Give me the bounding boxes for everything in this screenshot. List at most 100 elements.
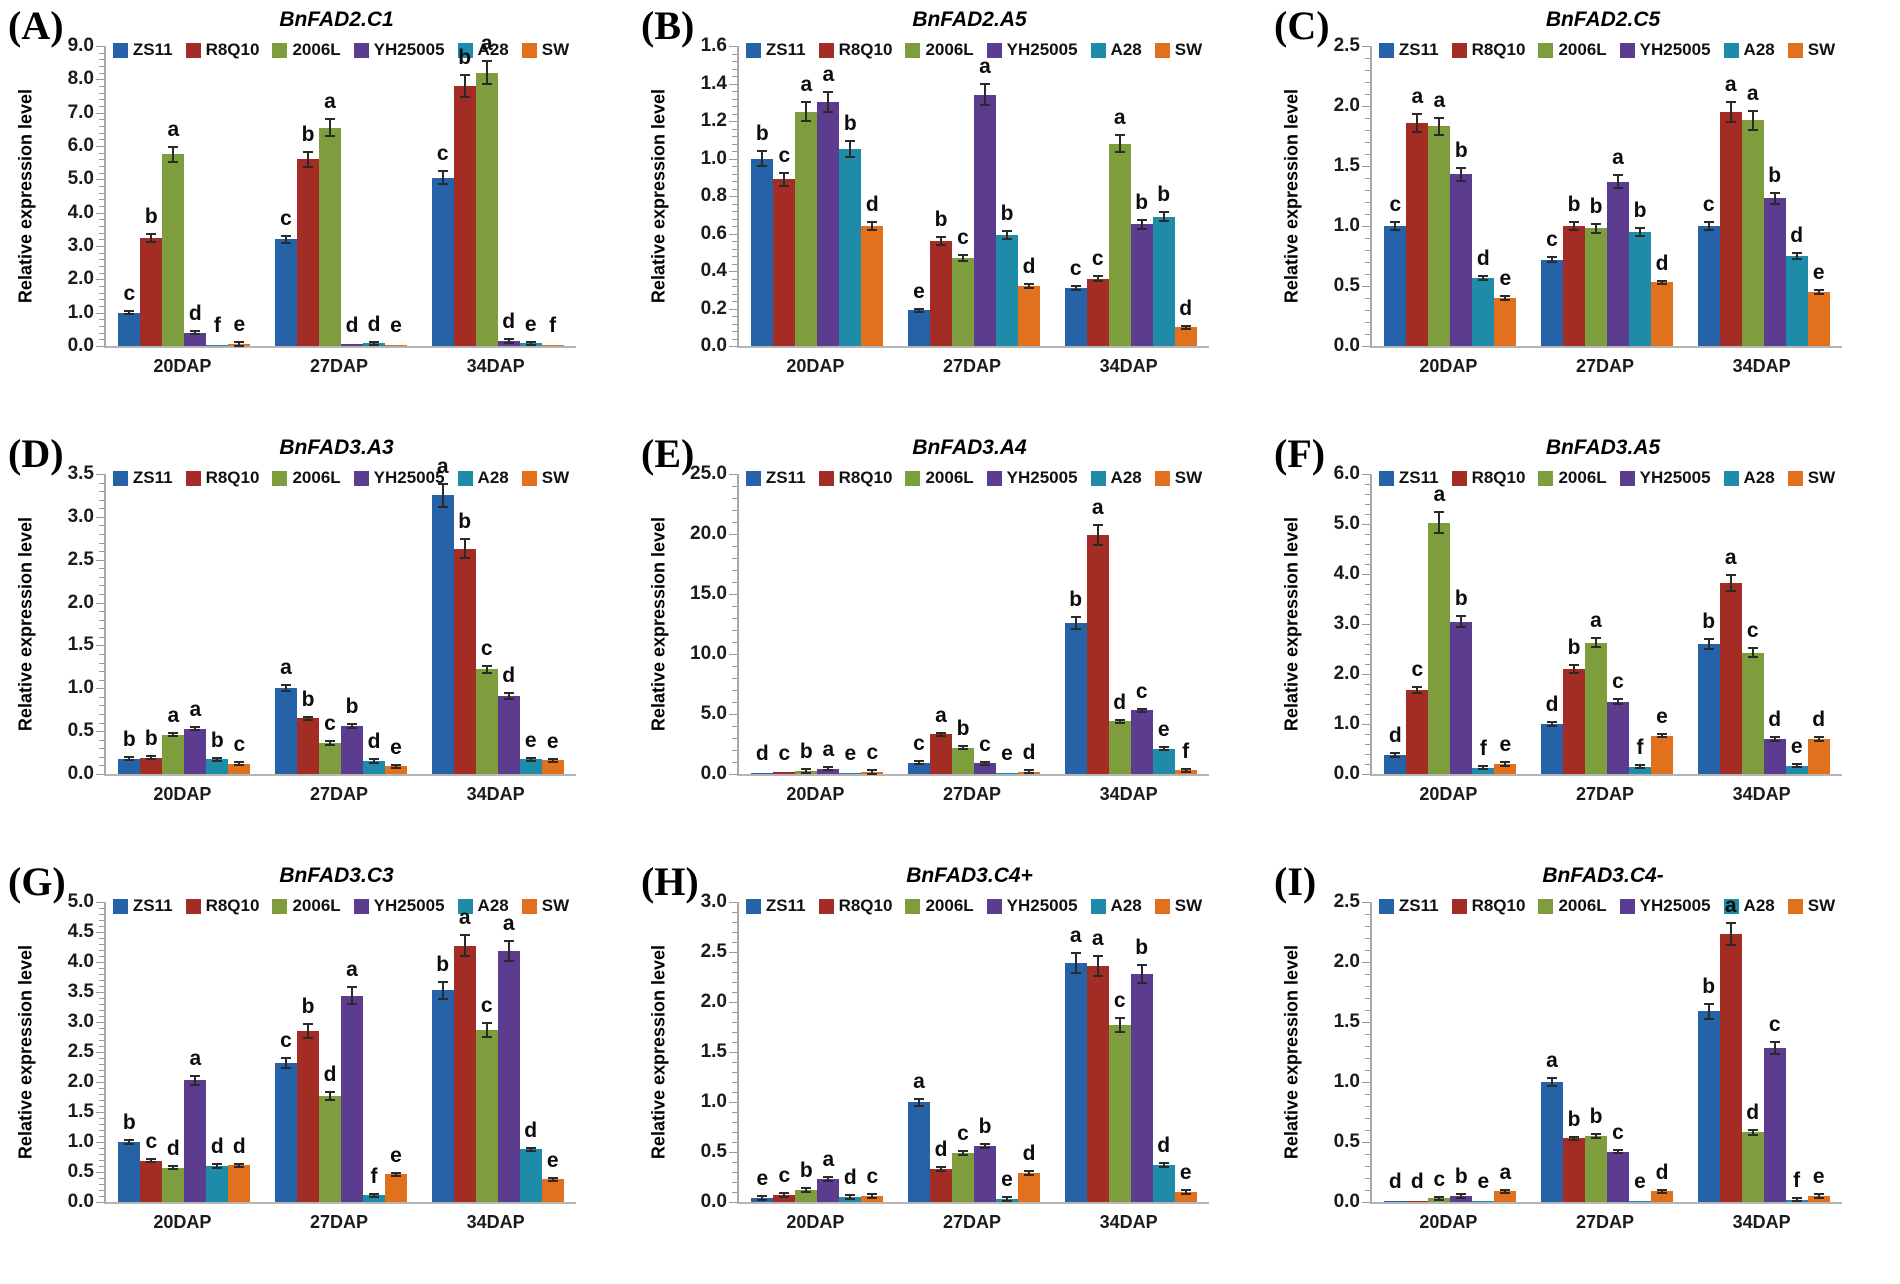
y-tick-label: 5.0 xyxy=(1333,513,1360,534)
chart-title: BnFAD2.A5 xyxy=(912,8,1027,31)
y-minor-tick xyxy=(1365,926,1370,927)
y-minor-tick xyxy=(732,932,737,933)
error-bar xyxy=(1703,638,1714,650)
y-minor-tick xyxy=(99,59,104,61)
error-bar-cap-top xyxy=(801,768,812,771)
bar-YH25005-34DAP xyxy=(1130,710,1153,774)
bar-2006L-20DAP xyxy=(1428,126,1451,346)
y-major-tick xyxy=(96,79,104,81)
error-bar-cap-top xyxy=(1657,732,1667,735)
error-bar-cap-top xyxy=(1613,174,1623,177)
x-category-label: 27DAP xyxy=(942,1212,1001,1232)
chart-title: BnFAD3.A5 xyxy=(1545,436,1661,459)
y-minor-tick xyxy=(99,1034,104,1035)
error-bar-cap-top xyxy=(525,756,536,759)
error-bar-cap-top xyxy=(234,1162,245,1165)
bar-A28-27DAP xyxy=(1629,232,1651,346)
y-minor-tick xyxy=(1365,1046,1370,1047)
error-bar-line xyxy=(507,338,510,344)
error-bar-cap-bottom xyxy=(369,1196,379,1199)
legend-item-SW: SW xyxy=(1787,468,1835,488)
error-bar-cap-top xyxy=(1500,761,1511,764)
chart-title: BnFAD3.C3 xyxy=(279,864,394,887)
bar-YH25005-34DAP xyxy=(1763,739,1786,774)
bar-A28-27DAP xyxy=(363,761,385,774)
error-bar-cap-top xyxy=(1791,251,1802,254)
bar-ZS11-20DAP xyxy=(118,1142,141,1202)
y-minor-tick xyxy=(732,738,737,739)
legend: ZS11 R8Q10 2006L YH25005 A28 SW xyxy=(739,468,1209,488)
bar-2006L-34DAP xyxy=(475,1029,498,1202)
bar-ZS11-34DAP xyxy=(1064,287,1087,346)
error-bar-cap-top xyxy=(936,236,946,239)
legend-label: SW xyxy=(1807,896,1836,915)
sig-letter: d xyxy=(1022,740,1036,764)
x-category-label: 34DAP xyxy=(466,1212,525,1232)
error-bar-cap-top xyxy=(914,307,924,310)
error-bar-line xyxy=(1661,279,1663,286)
bar-YH25005-27DAP xyxy=(1607,701,1629,774)
bar-ZS11-27DAP xyxy=(275,239,297,346)
error-bar-line xyxy=(940,236,942,246)
sig-letter: b xyxy=(436,952,450,976)
error-bar-cap-top xyxy=(1180,767,1191,770)
error-bar-line xyxy=(238,341,241,347)
y-minor-tick xyxy=(1365,938,1370,939)
error-bar-line xyxy=(1006,1196,1008,1202)
legend-swatch-A28 xyxy=(1723,898,1739,914)
legend-label: R8Q10 xyxy=(205,40,260,59)
error-bar-line xyxy=(150,755,153,761)
error-bar-cap-bottom xyxy=(1657,736,1667,739)
legend-item-2006L: 2006L xyxy=(272,40,341,60)
y-axis-label: Relative expression level xyxy=(648,516,669,732)
error-bar-cap-top xyxy=(325,1091,335,1094)
chart-area: Relative expression level 0.0 1.0 2.0 3.0 4.0… xyxy=(12,32,624,418)
error-bar-line xyxy=(827,1176,830,1182)
y-minor-tick xyxy=(99,1088,104,1089)
y-major-tick xyxy=(729,714,737,715)
legend-item-SW: SW xyxy=(1787,896,1836,916)
error-bar-cap-top xyxy=(1769,191,1780,194)
error-bar-cap-bottom xyxy=(1769,1053,1780,1056)
y-minor-tick xyxy=(99,139,104,141)
error-bar-cap-top xyxy=(1070,285,1081,288)
error-bar-cap-bottom xyxy=(1180,771,1191,774)
panel-A: (A) BnFAD2.C1 Relative expression level 0.0… xyxy=(0,0,633,428)
error-bar xyxy=(845,140,856,158)
error-bar-line xyxy=(1795,762,1798,769)
error-bar-cap-bottom xyxy=(958,259,968,262)
y-minor-tick xyxy=(99,542,104,544)
y-minor-tick xyxy=(99,944,104,945)
legend-swatch-2006L xyxy=(272,42,288,58)
y-minor-tick xyxy=(732,510,737,511)
bar-ZS11-34DAP xyxy=(1064,622,1087,774)
y-major-tick xyxy=(729,654,737,655)
sig-letter: a xyxy=(979,55,991,79)
error-bar-cap-bottom xyxy=(1613,1152,1623,1155)
sig-letter: b xyxy=(1702,610,1716,634)
y-minor-tick xyxy=(732,618,737,619)
legend-label: R8Q10 xyxy=(205,468,260,487)
y-major-tick xyxy=(1362,166,1370,167)
legend-item-ZS11: ZS11 xyxy=(112,468,173,488)
error-bar-cap-bottom xyxy=(845,155,856,158)
error-bar-cap-bottom xyxy=(325,743,335,746)
error-bar-cap-top xyxy=(190,1074,201,1077)
bar-ZS11-27DAP xyxy=(908,310,930,346)
error-bar-line xyxy=(1707,1002,1710,1020)
y-minor-tick xyxy=(99,119,104,121)
x-category-label: 27DAP xyxy=(1575,356,1634,376)
error-bar xyxy=(1547,721,1557,727)
error-bar-cap-top xyxy=(1412,112,1423,115)
error-bar-line xyxy=(1504,295,1507,301)
error-bar-cap-bottom xyxy=(1703,647,1714,650)
legend-label: R8Q10 xyxy=(838,896,893,915)
legend-swatch-SW xyxy=(1154,42,1170,58)
y-minor-tick xyxy=(732,912,737,913)
bar-YH25005-27DAP xyxy=(341,726,363,774)
x-axis-labels: 20DAP 27DAP 34DAP xyxy=(737,1212,1207,1233)
error-bar-cap-bottom xyxy=(1747,655,1758,658)
y-tick-label: 2.5 xyxy=(1333,891,1360,912)
y-minor-tick xyxy=(732,678,737,679)
error-bar-cap-top xyxy=(1813,736,1824,739)
